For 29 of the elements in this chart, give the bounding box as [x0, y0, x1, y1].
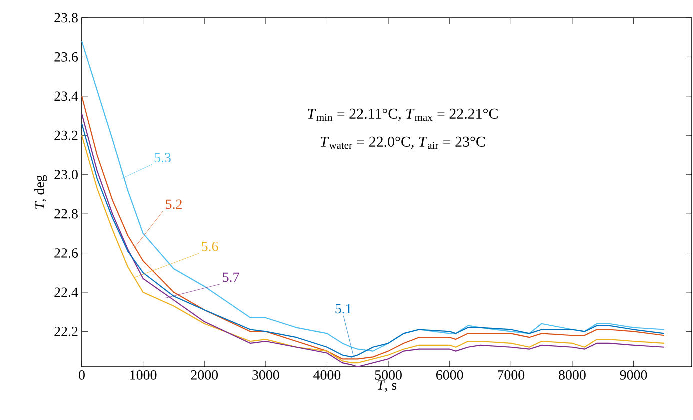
annotation: T$_{min}$ = 22.11°C, T$_{max}$ = 22.21°C [308, 108, 498, 122]
y-tick-label: 23.2 [54, 130, 78, 140]
y-tick-label: 22.6 [54, 248, 78, 258]
y-tick-label: 22.2 [54, 326, 78, 336]
text: 5.1 [336, 304, 352, 314]
x-axis-title: T, s [378, 380, 397, 392]
text: 5.7 [223, 272, 240, 282]
x-tick-label: 3000 [252, 370, 280, 380]
x-tick-label: 7000 [498, 370, 525, 380]
x-tick-label: 9000 [620, 370, 648, 380]
text: 5.2 [166, 200, 182, 210]
x-tick-label: 0 [79, 370, 85, 380]
annotation: T$_{water}$ = 22.0°C, T$_{air}$ = 23°C [321, 136, 486, 150]
line-series [81, 40, 665, 352]
y-tick-label: 23.6 [54, 52, 78, 62]
text: 5.6 [202, 242, 218, 252]
x-tick-label: 8000 [559, 370, 586, 380]
y-tick-label: 23.8 [54, 13, 78, 23]
y-tick-label: 23.4 [54, 92, 78, 102]
text: 5.3 [154, 153, 171, 163]
y-tick-label: 23.0 [54, 170, 78, 180]
x-tick-label: 6000 [436, 370, 464, 380]
y-tick-label: 22.8 [54, 209, 78, 219]
y-tick-label: 22.4 [54, 288, 78, 298]
x-tick-label: 5000 [375, 370, 402, 380]
x-tick-label: 1000 [130, 370, 157, 380]
x-tick-label: 4000 [314, 370, 341, 380]
y-axis-title: T, deg [34, 175, 48, 210]
x-tick-label: 2000 [191, 370, 218, 380]
